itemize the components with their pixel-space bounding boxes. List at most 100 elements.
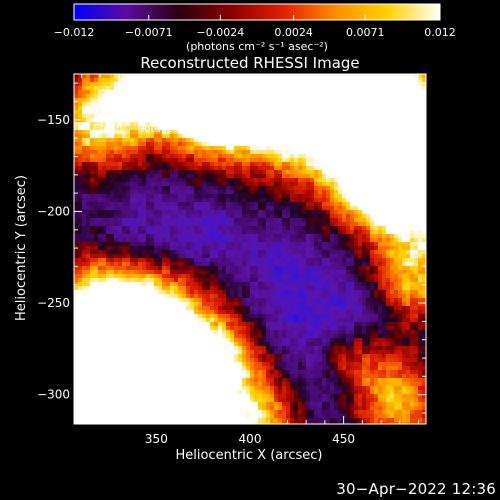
heatmap-cell	[118, 222, 123, 227]
heatmap-cell	[150, 246, 155, 251]
heatmap-cell	[290, 166, 295, 171]
heatmap-cell	[250, 234, 255, 239]
colorbar-tick-label: −0.0024	[197, 26, 245, 39]
heatmap-cell	[330, 234, 335, 239]
heatmap-cell	[322, 266, 327, 271]
heatmap-cell	[394, 182, 399, 187]
heatmap-cell	[314, 162, 319, 167]
heatmap-cell	[262, 126, 267, 131]
heatmap-cell	[86, 246, 91, 251]
heatmap-cell	[354, 166, 359, 171]
heatmap-cell	[394, 186, 399, 191]
heatmap-cell	[282, 182, 287, 187]
heatmap-cell	[134, 270, 139, 275]
heatmap-cell	[422, 286, 426, 291]
heatmap-cell	[166, 106, 171, 111]
heatmap-cell	[258, 290, 263, 295]
heatmap-cell	[170, 234, 175, 239]
heatmap-cell	[362, 182, 367, 187]
heatmap-cell	[334, 98, 339, 103]
heatmap-cell	[166, 238, 171, 243]
heatmap-cell	[182, 182, 187, 187]
heatmap-cell	[154, 90, 159, 95]
heatmap-cell	[358, 186, 363, 191]
heatmap-cell	[126, 122, 131, 127]
heatmap-cell	[410, 130, 415, 135]
heatmap-cell	[282, 218, 287, 223]
heatmap-cell	[178, 282, 183, 287]
heatmap-cell	[150, 290, 155, 295]
heatmap-cell	[334, 178, 339, 183]
heatmap-cell	[106, 214, 111, 219]
heatmap-cell	[342, 138, 347, 143]
heatmap-cell	[90, 218, 95, 223]
heatmap-cell	[182, 162, 187, 167]
heatmap-cell	[194, 270, 199, 275]
heatmap-cell	[138, 102, 143, 107]
heatmap-cell	[278, 186, 283, 191]
heatmap-cell	[362, 202, 367, 207]
heatmap-cell	[422, 134, 426, 139]
heatmap-cell	[250, 150, 255, 155]
heatmap-cell	[114, 286, 119, 291]
heatmap-cell	[310, 86, 315, 91]
heatmap-cell	[338, 274, 343, 279]
heatmap-cell	[298, 150, 303, 155]
heatmap-cell	[106, 294, 111, 299]
heatmap-cell	[250, 278, 255, 283]
heatmap-cell	[218, 258, 223, 263]
heatmap-cell	[258, 198, 263, 203]
heatmap-cell	[210, 210, 215, 215]
heatmap-cell	[366, 94, 371, 99]
heatmap-cell	[314, 278, 319, 283]
heatmap-cell	[406, 162, 411, 167]
heatmap-cell	[230, 130, 235, 135]
heatmap-cell	[410, 170, 415, 175]
heatmap-cell	[86, 134, 91, 139]
heatmap-cell	[170, 102, 175, 107]
heatmap-cell	[250, 202, 255, 207]
heatmap-cell	[142, 106, 147, 111]
heatmap-cell	[186, 278, 191, 283]
heatmap-cell	[130, 90, 135, 95]
heatmap-cell	[78, 238, 83, 243]
heatmap-cell	[74, 166, 79, 171]
heatmap-cell	[186, 262, 191, 267]
heatmap-cell	[202, 254, 207, 259]
heatmap-cell	[310, 190, 315, 195]
heatmap-cell	[158, 262, 163, 267]
heatmap-cell	[106, 90, 111, 95]
heatmap-cell	[294, 282, 299, 287]
heatmap-cell	[226, 234, 231, 239]
heatmap-cell	[166, 150, 171, 155]
heatmap-cell	[326, 286, 331, 291]
heatmap-cell	[234, 266, 239, 271]
heatmap-cell	[150, 182, 155, 187]
heatmap-cell	[314, 286, 319, 291]
heatmap-cell	[214, 218, 219, 223]
heatmap-cell	[278, 218, 283, 223]
heatmap-cell	[290, 190, 295, 195]
heatmap-cell	[82, 246, 87, 251]
heatmap-cell	[366, 118, 371, 123]
heatmap-cell	[150, 146, 155, 151]
heatmap-cell	[166, 166, 171, 171]
heatmap-cell	[174, 222, 179, 227]
heatmap-cell	[254, 214, 259, 219]
heatmap-cell	[418, 162, 423, 167]
heatmap-cell	[190, 218, 195, 223]
heatmap-cell	[90, 278, 95, 283]
heatmap-cell	[194, 174, 199, 179]
heatmap-cell	[202, 78, 207, 83]
heatmap-cell	[406, 74, 411, 79]
heatmap-cell	[310, 118, 315, 123]
heatmap-cell	[82, 286, 87, 291]
heatmap-cell	[422, 258, 426, 263]
heatmap-cell	[262, 154, 267, 159]
heatmap-cell	[322, 238, 327, 243]
heatmap-cell	[374, 286, 379, 291]
heatmap-cell	[214, 202, 219, 207]
heatmap-cell	[150, 138, 155, 143]
heatmap-cell	[166, 178, 171, 183]
heatmap-cell	[210, 250, 215, 255]
